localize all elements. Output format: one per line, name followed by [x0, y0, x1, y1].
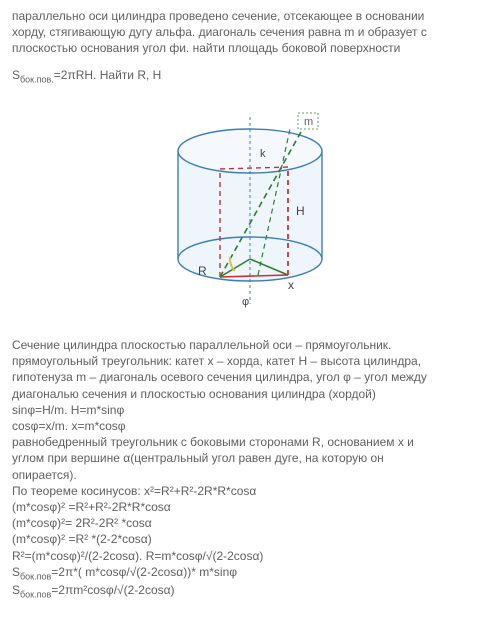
- cylinder-svg: m R H x k φ: [120, 99, 380, 319]
- label-phi: φ: [242, 296, 249, 308]
- label-k: k: [260, 148, 266, 160]
- sol-p6: cosφ=x/m. x=m*cosφ: [12, 418, 488, 434]
- problem-line2: хорду, стягивающую дугу альфа. диагональ…: [12, 25, 427, 39]
- sol-p10: По теореме косинусов: x²=R²+R²-2R*R*cosα: [12, 483, 488, 499]
- cylinder-diagram: m R H x k φ: [120, 99, 380, 319]
- label-H: H: [296, 204, 305, 218]
- problem-line1: параллельно оси цилиндра проведено сечен…: [12, 9, 424, 23]
- sol-p4: диагональю сечения и плоскостью основани…: [12, 386, 488, 402]
- label-m: m: [304, 116, 313, 128]
- formula-S: S: [12, 68, 20, 82]
- sol-p2: прямоугольный треугольник: катет х – хор…: [12, 353, 488, 369]
- sol-p12: (m*cosφ)²= 2R²-2R² *cosα: [12, 515, 488, 531]
- sol-p9: опирается).: [12, 467, 488, 483]
- sol-p16: Sбок.пов=2πm²cosφ/√(2-2cosα): [12, 582, 488, 601]
- sol-p5: sinφ=H/m. H=m*sinφ: [12, 402, 488, 418]
- sol-p14: R²=(m*cosφ)²/(2-2cosα). R=m*cosφ/√(2-2co…: [12, 548, 488, 564]
- formula-rest: =2πRH. Найти R, H: [54, 68, 162, 82]
- problem-line3: плоскостью основания угол фи. найти площ…: [12, 41, 400, 55]
- sol-p3: гипотенуза m – диагональ осевого сечения…: [12, 369, 488, 385]
- sol-p13: (m*cosφ)² =R² *(2-2*cosα): [12, 531, 488, 547]
- formula-sub: бок.пов.: [20, 74, 54, 84]
- label-x: x: [288, 278, 294, 292]
- sol-p11: (m*cosφ)² =R²+R²-2R*R*cosα: [12, 499, 488, 515]
- solution-block: Сечение цилиндра плоскостью параллельной…: [12, 337, 488, 601]
- sol-p1: Сечение цилиндра плоскостью параллельной…: [12, 337, 488, 353]
- sol-p15: Sбок.пов=2π*( m*cosφ/√(2-2cosα))* m*sinφ: [12, 564, 488, 583]
- sol-p7: равнобедренный треугольник с боковыми ст…: [12, 434, 488, 450]
- problem-statement: параллельно оси цилиндра проведено сечен…: [12, 8, 488, 57]
- label-R: R: [198, 264, 207, 278]
- sol-p8: углом при вершине α(центральный угол рав…: [12, 450, 488, 466]
- formula-line: Sбок.пов.=2πRH. Найти R, H: [12, 67, 488, 86]
